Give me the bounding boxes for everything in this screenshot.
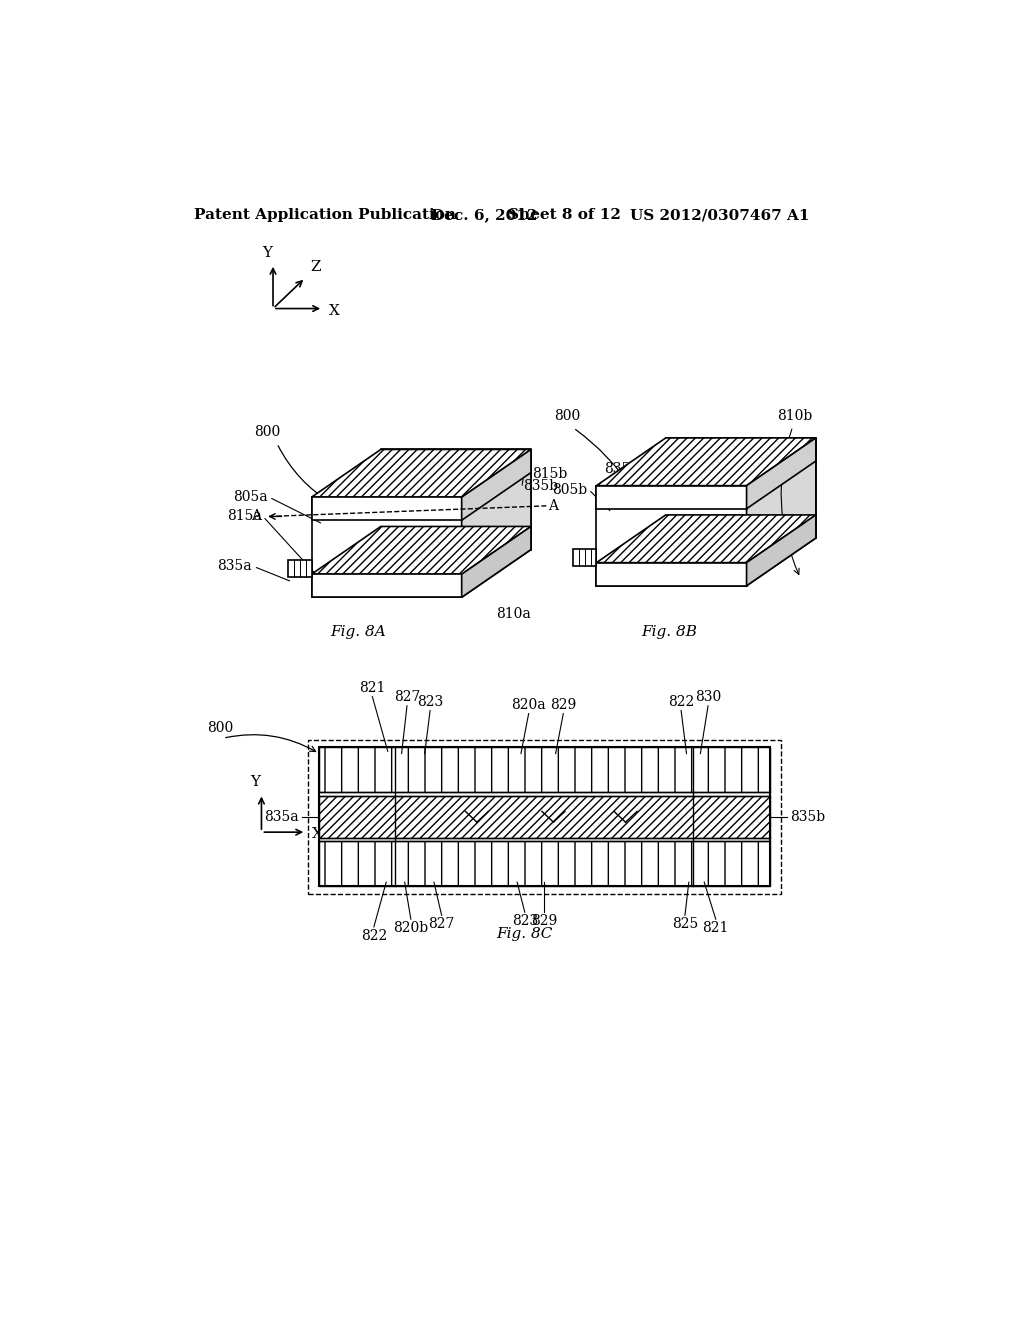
Text: Fig. 8C: Fig. 8C	[497, 927, 553, 941]
Text: 835a: 835a	[264, 809, 298, 824]
Text: US 2012/0307467 A1: US 2012/0307467 A1	[630, 209, 809, 223]
Text: 835b: 835b	[604, 462, 639, 475]
Text: Dec. 6, 2012: Dec. 6, 2012	[431, 209, 538, 223]
Text: 810b: 810b	[777, 409, 813, 424]
Text: 815a: 815a	[226, 510, 261, 524]
Text: 820a: 820a	[511, 698, 546, 711]
Text: 821: 821	[359, 681, 385, 696]
Polygon shape	[311, 527, 531, 574]
Polygon shape	[666, 438, 816, 539]
Polygon shape	[596, 486, 746, 586]
Text: Y: Y	[262, 246, 271, 260]
Text: 829: 829	[550, 698, 577, 711]
Text: 827: 827	[428, 917, 455, 931]
Polygon shape	[289, 561, 311, 577]
Polygon shape	[596, 515, 816, 562]
Polygon shape	[573, 549, 596, 566]
Text: X: X	[311, 828, 323, 841]
Polygon shape	[746, 515, 816, 586]
Text: Z: Z	[310, 260, 321, 275]
Text: 815b: 815b	[532, 467, 567, 480]
Text: A: A	[252, 510, 261, 524]
Polygon shape	[311, 574, 462, 598]
Text: 825: 825	[672, 917, 698, 931]
Text: A: A	[548, 499, 558, 513]
Text: 820b: 820b	[393, 921, 428, 936]
Text: 823: 823	[512, 913, 538, 928]
Text: 835b: 835b	[791, 809, 825, 824]
Text: Sheet 8 of 12: Sheet 8 of 12	[508, 209, 621, 223]
Polygon shape	[311, 449, 531, 498]
Text: 810a: 810a	[497, 607, 531, 622]
Bar	[319, 747, 770, 792]
Text: 829: 829	[530, 913, 557, 928]
Text: 835a: 835a	[217, 560, 252, 573]
Polygon shape	[311, 498, 462, 598]
Polygon shape	[596, 438, 816, 486]
Polygon shape	[462, 449, 531, 598]
Text: 827: 827	[394, 690, 420, 705]
Polygon shape	[596, 562, 746, 586]
Text: 805a: 805a	[233, 490, 267, 504]
Text: 800: 800	[254, 425, 280, 438]
Text: 800: 800	[208, 721, 233, 735]
Polygon shape	[311, 498, 462, 520]
Text: Fig. 8B: Fig. 8B	[642, 624, 697, 639]
Text: 822: 822	[360, 929, 387, 944]
Text: 822: 822	[668, 694, 694, 709]
Bar	[319, 747, 770, 886]
Text: 835b: 835b	[523, 479, 558, 492]
Text: 830: 830	[695, 690, 721, 705]
Text: 805b: 805b	[552, 483, 587, 496]
Bar	[319, 841, 770, 886]
Polygon shape	[381, 449, 531, 549]
Text: 823: 823	[417, 694, 443, 709]
Text: 815b: 815b	[646, 454, 682, 469]
Polygon shape	[596, 486, 746, 508]
Text: 800: 800	[554, 409, 581, 424]
Text: Y: Y	[250, 775, 260, 789]
Polygon shape	[462, 449, 531, 520]
Text: Fig. 8A: Fig. 8A	[330, 624, 386, 639]
Text: 821: 821	[702, 921, 729, 936]
Polygon shape	[746, 438, 816, 586]
Text: X: X	[329, 304, 339, 318]
Polygon shape	[462, 527, 531, 598]
Bar	[319, 796, 770, 838]
Bar	[307, 739, 781, 894]
Polygon shape	[746, 438, 816, 508]
Text: Patent Application Publication: Patent Application Publication	[194, 209, 456, 223]
